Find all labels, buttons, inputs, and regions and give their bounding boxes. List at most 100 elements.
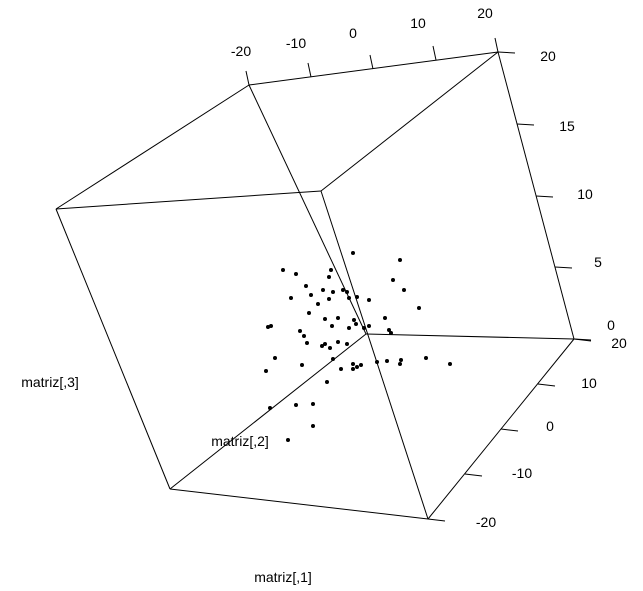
data-point bbox=[336, 340, 340, 344]
y-tick-label: 0 bbox=[546, 418, 554, 434]
x-axis-ticks: -20 -10 0 10 20 bbox=[231, 5, 499, 86]
y-tick bbox=[427, 518, 446, 522]
data-point bbox=[323, 342, 327, 346]
box-edge bbox=[365, 333, 575, 340]
data-point bbox=[339, 367, 343, 371]
data-point bbox=[347, 326, 351, 330]
data-point bbox=[355, 365, 359, 369]
box-edge bbox=[55, 190, 322, 210]
data-point bbox=[417, 306, 421, 310]
data-point bbox=[311, 402, 315, 406]
data-point bbox=[347, 296, 351, 300]
data-point bbox=[367, 298, 371, 302]
data-point bbox=[391, 278, 395, 282]
y-tick bbox=[464, 473, 483, 477]
box-edge bbox=[320, 51, 499, 192]
data-point bbox=[264, 369, 268, 373]
data-point bbox=[424, 356, 428, 360]
z-tick-label: 20 bbox=[540, 48, 556, 64]
data-point bbox=[309, 293, 313, 297]
y-axis-ticks: 20 10 0 -10 -20 bbox=[427, 335, 627, 530]
data-point bbox=[300, 363, 304, 367]
box-edge bbox=[320, 190, 429, 520]
box-edge bbox=[248, 51, 499, 86]
z-axis-ticks: 20 15 10 5 0 bbox=[497, 48, 615, 341]
data-point bbox=[286, 438, 290, 442]
y-tick bbox=[500, 428, 519, 432]
z-tick-label: 15 bbox=[559, 118, 575, 134]
data-point bbox=[345, 342, 349, 346]
data-point bbox=[399, 358, 403, 362]
data-point bbox=[302, 334, 306, 338]
data-point bbox=[362, 326, 366, 330]
data-point bbox=[281, 268, 285, 272]
data-point bbox=[294, 403, 298, 407]
y-tick-label: 10 bbox=[581, 375, 597, 391]
data-point bbox=[298, 329, 302, 333]
z-axis-label: matriz[,3] bbox=[21, 374, 79, 390]
x-tick bbox=[245, 70, 250, 86]
data-point bbox=[367, 324, 371, 328]
z-tick bbox=[516, 123, 535, 126]
y-tick-label: -10 bbox=[512, 465, 532, 481]
data-point bbox=[328, 346, 332, 350]
x-tick bbox=[307, 62, 312, 78]
data-point bbox=[305, 341, 309, 345]
data-point bbox=[329, 268, 333, 272]
data-point bbox=[269, 324, 273, 328]
z-tick-label: 5 bbox=[594, 254, 602, 270]
data-point bbox=[398, 258, 402, 262]
data-point bbox=[385, 359, 389, 363]
data-point bbox=[330, 324, 334, 328]
x-tick bbox=[494, 37, 499, 53]
bounding-box bbox=[55, 51, 575, 520]
x-tick-label: 0 bbox=[349, 25, 357, 41]
y-tick bbox=[573, 338, 592, 342]
data-point bbox=[352, 318, 356, 322]
y-tick-label: -20 bbox=[476, 514, 496, 530]
y-axis-label: matriz[,2] bbox=[211, 433, 269, 449]
box-edge bbox=[169, 488, 429, 520]
data-point bbox=[387, 328, 391, 332]
data-point bbox=[316, 302, 320, 306]
data-point bbox=[341, 288, 345, 292]
box-edge bbox=[169, 333, 367, 490]
data-point bbox=[355, 295, 359, 299]
data-point bbox=[321, 288, 325, 292]
box-edge bbox=[55, 84, 250, 210]
data-point bbox=[327, 297, 331, 301]
z-tick-label: 0 bbox=[607, 317, 615, 333]
data-point bbox=[345, 290, 349, 294]
data-point bbox=[402, 288, 406, 292]
data-point bbox=[398, 362, 402, 366]
x-tick-label: -10 bbox=[286, 35, 306, 51]
box-edge bbox=[497, 51, 575, 340]
z-tick bbox=[535, 195, 554, 198]
data-point bbox=[375, 360, 379, 364]
z-tick-label: 10 bbox=[577, 186, 593, 202]
x-tick-label: 20 bbox=[477, 5, 493, 21]
data-point bbox=[448, 362, 452, 366]
data-points bbox=[264, 251, 452, 442]
data-point bbox=[289, 296, 293, 300]
data-point bbox=[294, 272, 298, 276]
x-tick bbox=[369, 54, 374, 70]
x-tick-label: 10 bbox=[410, 15, 426, 31]
data-point bbox=[331, 357, 335, 361]
x-axis-label: matriz[,1] bbox=[254, 569, 312, 585]
axis-labels: matriz[,3] matriz[,2] matriz[,1] bbox=[21, 374, 312, 585]
x-tick bbox=[432, 45, 437, 61]
y-tick-label: 20 bbox=[611, 335, 627, 351]
data-point bbox=[311, 424, 315, 428]
z-tick bbox=[497, 51, 516, 54]
data-point bbox=[273, 356, 277, 360]
data-point bbox=[307, 311, 311, 315]
data-point bbox=[268, 406, 272, 410]
data-point bbox=[323, 317, 327, 321]
data-point bbox=[325, 380, 329, 384]
data-point bbox=[331, 290, 335, 294]
data-point bbox=[351, 367, 355, 371]
data-point bbox=[327, 275, 331, 279]
data-point bbox=[351, 362, 355, 366]
